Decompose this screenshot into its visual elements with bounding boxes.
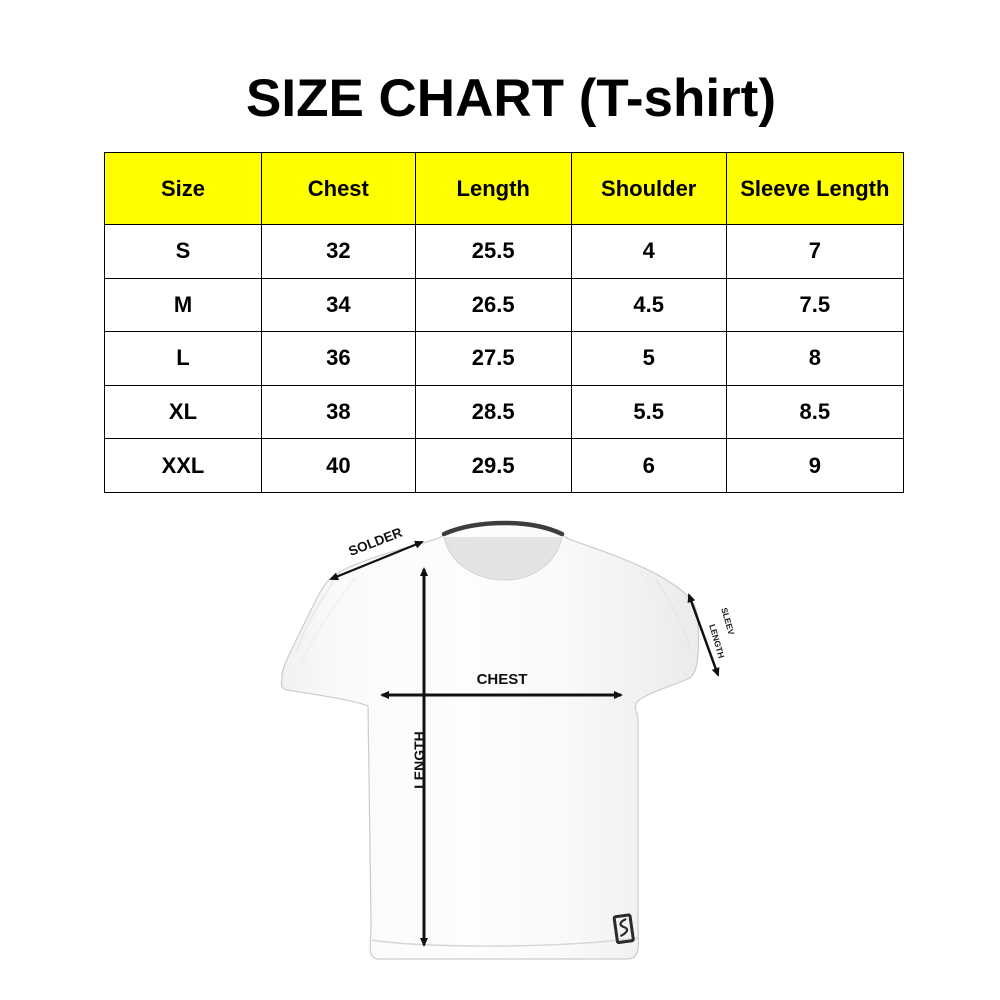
- svg-text:CHEST: CHEST: [477, 671, 528, 688]
- svg-text:LENGTH: LENGTH: [411, 731, 427, 789]
- svg-text:SLEEV: SLEEV: [719, 606, 736, 636]
